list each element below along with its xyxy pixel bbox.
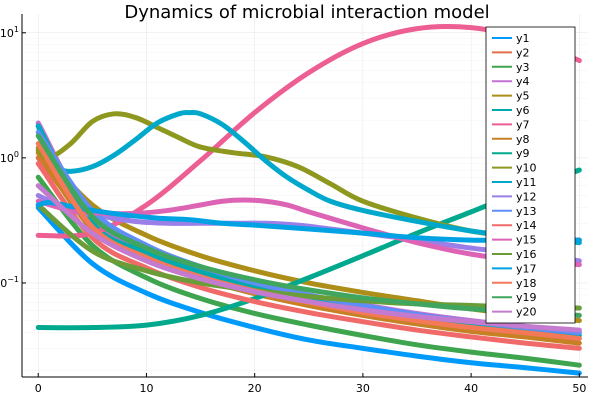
y-tick-label: 100 — [0, 150, 19, 165]
legend-label-y18: y18 — [516, 277, 537, 290]
axes: 0 10 20 30 40 50 10−1 100 101 — [0, 14, 588, 395]
legend-label-y4: y4 — [516, 75, 530, 88]
legend-label-y3: y3 — [516, 61, 530, 74]
series-line-y1 — [35, 205, 582, 376]
legend-label-y6: y6 — [516, 104, 530, 117]
series-line-y19 — [35, 133, 582, 318]
legend-label-y11: y11 — [516, 176, 537, 189]
legend-label-y7: y7 — [516, 118, 530, 131]
legend-label-y10: y10 — [516, 162, 537, 175]
legend-box — [485, 26, 576, 324]
legend-label-y15: y15 — [516, 234, 537, 247]
x-tick-label: 50 — [572, 382, 586, 395]
legend-label-y17: y17 — [516, 262, 537, 275]
legend-label-y1: y1 — [516, 32, 530, 45]
series-line-y12 — [35, 193, 582, 264]
series-line-y10 — [35, 111, 582, 243]
legend-label-y13: y13 — [516, 205, 537, 218]
y-tick-label: 10−1 — [0, 275, 19, 290]
x-tick-label: 40 — [464, 382, 478, 395]
y-tick-label: 101 — [0, 25, 19, 40]
series-line-y11 — [35, 109, 582, 246]
x-tick-label: 30 — [356, 382, 370, 395]
legend-label-y12: y12 — [516, 190, 537, 203]
x-tick-label: 0 — [35, 382, 42, 395]
legend: y1y2y3y4y5y6y7y8y9y10y11y12y13y14y15y16y… — [485, 26, 576, 324]
legend-label-y20: y20 — [516, 306, 537, 319]
legend-label-y8: y8 — [516, 133, 530, 146]
series-line-y14 — [35, 161, 582, 351]
legend-label-y19: y19 — [516, 291, 537, 304]
legend-label-y2: y2 — [516, 46, 530, 59]
chart-title: Dynamics of microbial interaction model — [124, 2, 489, 23]
legend-label-y16: y16 — [516, 248, 537, 261]
x-tick-label: 10 — [139, 382, 153, 395]
x-tick-label: 20 — [248, 382, 262, 395]
legend-label-y9: y9 — [516, 147, 530, 160]
legend-label-y5: y5 — [516, 90, 530, 103]
legend-label-y14: y14 — [516, 219, 537, 232]
